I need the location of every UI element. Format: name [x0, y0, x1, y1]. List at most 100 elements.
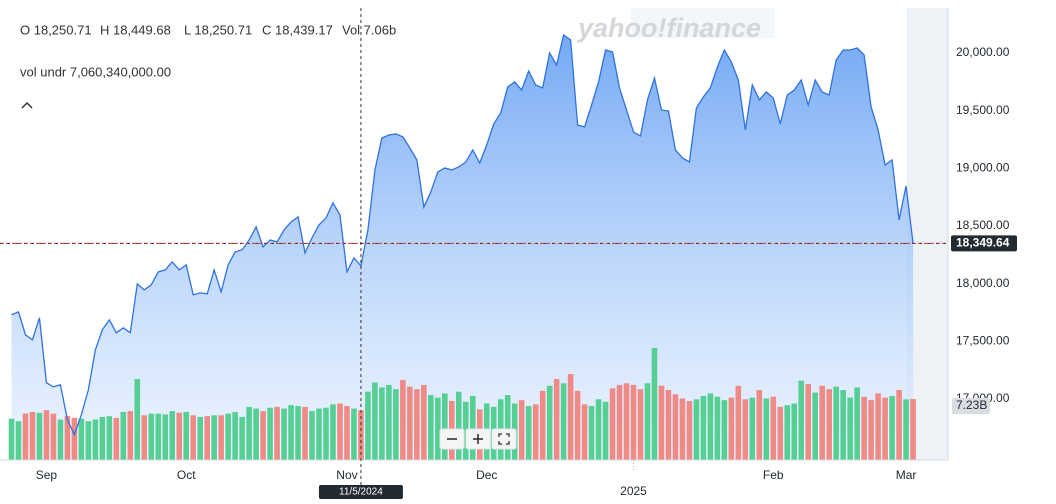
- volume-bar: [267, 407, 273, 460]
- collapse-toggle[interactable]: [21, 101, 33, 109]
- year-tick-label: 2025: [620, 484, 647, 498]
- price-line: [11, 33, 914, 437]
- volume-bar: [204, 416, 210, 460]
- volume-bar: [707, 393, 714, 460]
- y-tick-label: 18,500.00: [956, 218, 1010, 232]
- volume-bar: [57, 419, 64, 460]
- volume-bar: [442, 393, 448, 460]
- volume-bar: [630, 384, 637, 460]
- volume-bar: [344, 406, 350, 460]
- volume-bar: [407, 386, 413, 460]
- volume-bar: [176, 412, 183, 460]
- volume-bar: [218, 415, 224, 460]
- volume-bar: [854, 387, 860, 460]
- ohlc-high: H 18,449.68: [100, 22, 171, 37]
- volume-bar: [567, 373, 574, 460]
- volume-bar: [316, 408, 322, 460]
- volume-bar: [525, 406, 532, 460]
- volume-bar: [735, 385, 742, 460]
- volume-bar: [812, 392, 819, 460]
- x-tick-label: Feb: [763, 468, 784, 482]
- volume-bar: [882, 397, 888, 460]
- volume-bar: [896, 390, 902, 460]
- volume-bar: [155, 413, 162, 460]
- volume-bar: [414, 389, 420, 460]
- reset-zoom-button[interactable]: [491, 428, 517, 450]
- highlight-band: [631, 8, 775, 38]
- volume-bar: [351, 408, 357, 460]
- volume-bar: [623, 383, 630, 460]
- x-tick-label: Dec: [476, 468, 497, 482]
- y-tick-label: 20,000.00: [956, 45, 1010, 59]
- volume-bar: [29, 411, 36, 460]
- volume-bar: [504, 395, 511, 460]
- reset-zoom-icon: [498, 433, 510, 445]
- volume-bar: [658, 385, 665, 460]
- volume-bar: [8, 418, 15, 460]
- volume-bar: [302, 406, 308, 460]
- ohlc-open: O 18,250.71: [20, 22, 92, 37]
- crosshair-label-box: [318, 485, 403, 499]
- volume-bar: [833, 386, 839, 460]
- volume-bar: [616, 384, 623, 460]
- volume-bar: [742, 399, 749, 460]
- volume-bar: [288, 405, 294, 460]
- zoom-controls: [439, 428, 517, 450]
- volume-bar: [553, 379, 560, 460]
- volume-bar: [574, 390, 581, 460]
- volume-bar: [700, 395, 707, 460]
- volume-bar: [868, 400, 874, 460]
- volume-bar: [714, 396, 721, 460]
- price-area: [11, 34, 914, 460]
- volume-bar: [386, 384, 392, 460]
- volume-bar: [225, 413, 231, 460]
- volume-bar: [847, 397, 853, 460]
- volume-bar: [777, 406, 784, 460]
- last-price-label: 18,349.64: [956, 235, 1010, 249]
- volume-bar: [169, 411, 176, 460]
- ohlc-low: L 18,250.71: [184, 22, 252, 37]
- watermark: yahoo!finance: [576, 13, 761, 43]
- header: O 18,250.71 H 18,449.68 L 18,250.71 C 18…: [20, 13, 761, 79]
- volume-bar: [92, 419, 99, 460]
- volume-bar: [693, 399, 700, 460]
- volume-bar: [637, 389, 644, 460]
- volume-bar: [190, 415, 196, 460]
- volume-bar: [421, 384, 427, 460]
- plot-area: [8, 33, 916, 460]
- volume-bar: [323, 407, 329, 460]
- volume-bar: [539, 390, 546, 460]
- volume-bar: [43, 410, 50, 460]
- volume-bar: [721, 400, 728, 460]
- y-tick-label: 18,000.00: [956, 276, 1010, 290]
- volume-bar: [469, 395, 476, 460]
- volume-bar: [763, 398, 770, 460]
- y-tick-label: 19,500.00: [956, 103, 1010, 117]
- volume-bar: [120, 411, 127, 460]
- volume-bar: [281, 408, 287, 460]
- volume-bar: [337, 403, 343, 460]
- volume-bar: [686, 400, 693, 460]
- volume-bar: [330, 404, 336, 460]
- volume-bar: [78, 418, 85, 460]
- volume-bar: [805, 384, 812, 460]
- volume-bar: [15, 421, 22, 460]
- volume-bar: [644, 383, 651, 460]
- volume-bar: [295, 406, 301, 460]
- volume-bar: [134, 379, 141, 460]
- volume-bar: [903, 399, 909, 460]
- volume-bar: [141, 415, 148, 460]
- last-volume-label: 7.23B: [956, 398, 987, 412]
- last-price-box: [951, 235, 1017, 252]
- volume-bar: [679, 398, 686, 460]
- y-tick-label: 17,500.00: [956, 333, 1010, 347]
- volume-bar: [246, 406, 252, 460]
- volume-bar: [581, 404, 588, 460]
- volume-bar: [106, 416, 113, 460]
- volume-bar: [770, 396, 777, 460]
- volume-bar: [602, 401, 609, 460]
- after-hours-band: [907, 8, 948, 460]
- volume-bar: [99, 416, 106, 460]
- volume-bar: [609, 388, 616, 460]
- volume-bar: [127, 411, 134, 460]
